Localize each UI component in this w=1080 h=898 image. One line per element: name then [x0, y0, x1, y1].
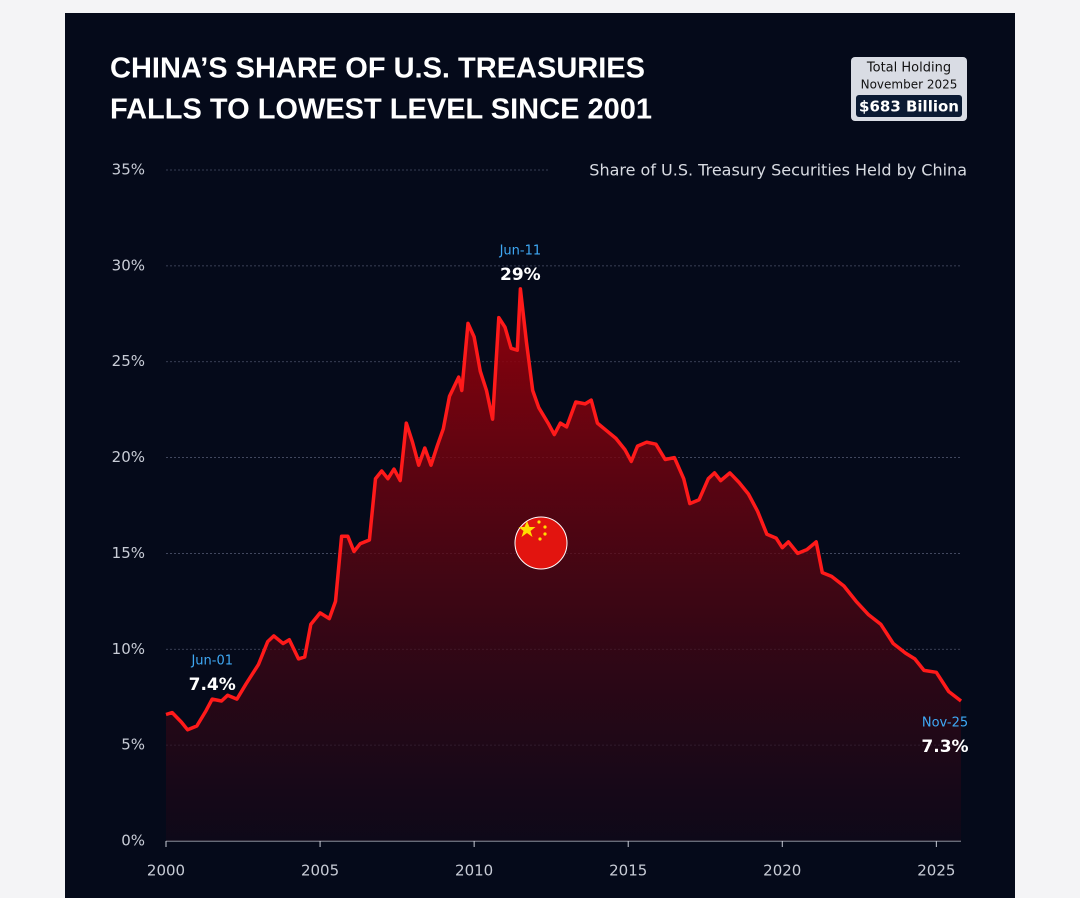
y-tick-label: 30%	[112, 256, 145, 274]
x-tick-label: 2025	[917, 862, 955, 880]
area	[166, 288, 961, 841]
y-tick-label: 0%	[121, 832, 145, 850]
info-value: $683 Billion	[859, 98, 959, 116]
x-tick-label: 2010	[455, 862, 493, 880]
chart-title: CHINA’S SHARE OF U.S. TREASURIES	[110, 53, 645, 85]
line	[165, 287, 963, 732]
x-tick-label: 2015	[609, 862, 647, 880]
annotation-label: 7.4%	[189, 675, 236, 695]
y-tick-label: 25%	[112, 352, 145, 370]
annotation-date: Nov-25	[922, 716, 968, 731]
x-tick-label: 2000	[147, 862, 185, 880]
china-flag	[514, 516, 568, 570]
info-label: Total Holding	[866, 61, 951, 76]
annotation-date: Jun-11	[499, 243, 542, 258]
x-tick-label: 2005	[301, 862, 339, 880]
y-tick-label: 20%	[112, 448, 145, 466]
subtitle: Share of U.S. Treasury Securities Held b…	[589, 161, 967, 180]
x-tick-label: 2020	[763, 862, 801, 880]
plot: 0% 5% 10% 15% 20% 25% 30% 35% 2000 2005 2010 2015 20…	[112, 161, 969, 880]
y-tick-label: 15%	[112, 544, 145, 562]
chart-title: FALLS TO LOWEST LEVEL SINCE 2001	[110, 94, 652, 126]
info-date: November 2025	[861, 78, 958, 92]
y-tick-label: 5%	[121, 736, 145, 754]
info-value-bg	[856, 95, 962, 117]
annotation-label: 29%	[500, 265, 541, 285]
y-tick-label: 35%	[112, 161, 145, 179]
y-tick-label: 10%	[112, 640, 145, 658]
annotation-date: Jun-01	[190, 654, 233, 669]
annotation-label: 7.3%	[921, 737, 968, 757]
